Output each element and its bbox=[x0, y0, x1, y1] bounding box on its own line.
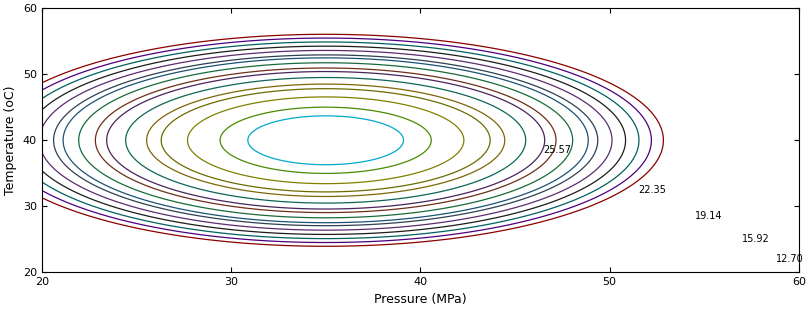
Text: 19.14: 19.14 bbox=[694, 211, 722, 221]
Text: 12.70: 12.70 bbox=[775, 254, 803, 264]
X-axis label: Pressure (MPa): Pressure (MPa) bbox=[374, 293, 466, 306]
Text: 15.92: 15.92 bbox=[741, 234, 769, 244]
Text: 25.57: 25.57 bbox=[543, 145, 571, 155]
Y-axis label: Temperature (oC): Temperature (oC) bbox=[4, 86, 17, 195]
Text: 22.35: 22.35 bbox=[637, 185, 665, 195]
